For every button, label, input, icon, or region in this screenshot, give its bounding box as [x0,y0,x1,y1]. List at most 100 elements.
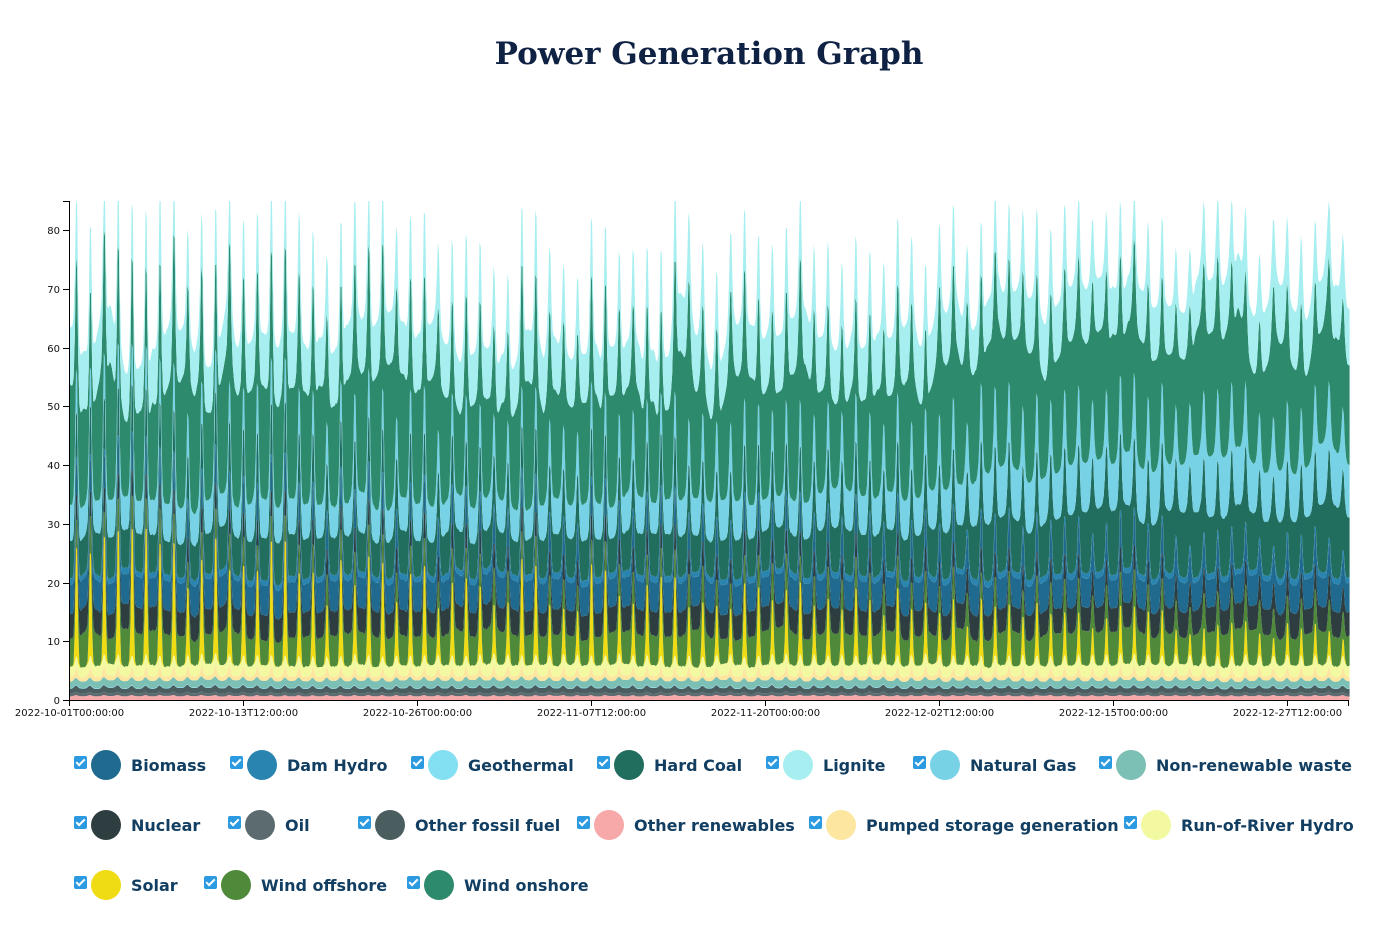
legend-swatch-biomass [91,750,121,780]
legend-swatch-wind-offshore [221,870,251,900]
area-biomass [69,438,1350,620]
legend-swatch-run-of-river-hydro [1141,810,1171,840]
legend-checkbox-non-renewable-waste[interactable] [1099,755,1112,769]
area-other-renewables [69,694,1350,700]
axes: 0 10 20 30 40 50 60 70 80 2022-10-01T00:00:00 2022… [15,201,1349,719]
x-tick-label: 2022-12-02T12:00:00 [885,708,994,719]
area-run-of-river-hydro [69,653,1350,679]
legend-label: Oil [285,815,310,835]
legend-item-other-renewables[interactable]: Other renewables [577,808,795,842]
area-non-renewable-waste [69,676,1350,689]
area-nuclear [69,470,1350,644]
x-tick-label: 2022-12-27T12:00:00 [1233,708,1342,719]
legend-checkbox-hard-coal[interactable] [597,755,610,769]
legend-item-lignite[interactable]: Lignite [766,748,886,782]
y-tick-label: 0 [54,696,60,707]
legend-label: Other fossil fuel [415,815,561,835]
legend-swatch-non-renewable-waste [1116,750,1146,780]
legend-label: Biomass [131,755,207,775]
legend-swatch-nuclear [91,810,121,840]
legend-item-geothermal[interactable]: Geothermal [411,748,574,782]
x-tick-label: 2022-11-20T00:00:00 [711,708,820,719]
area-dam-hydro [69,430,1350,592]
legend-swatch-solar [91,870,121,900]
y-tick-label: 60 [47,344,60,355]
legend-label: Solar [131,875,178,895]
y-tick-label: 20 [47,579,60,590]
area-lignite [69,201,1350,423]
area-pumped-storage-generation [69,665,1350,683]
y-tick-label: 50 [47,402,60,413]
legend-item-hard-coal[interactable]: Hard Coal [597,748,742,782]
legend-label: Pumped storage generation [866,815,1119,835]
legend-label: Wind offshore [261,875,388,895]
y-tick-label: 40 [47,461,60,472]
legend-label: Wind onshore [464,875,589,895]
legend-checkbox-dam-hydro[interactable] [230,755,243,769]
legend-checkbox-other-renewables[interactable] [577,815,590,829]
legend-label: Lignite [823,755,886,775]
area-hard-coal [69,384,1350,586]
y-tick-label: 10 [47,637,60,648]
area-oil [69,691,1350,697]
legend-item-pumped-storage-generation[interactable]: Pumped storage generation [809,808,1119,842]
chart-title: Power Generation Graph [494,36,924,72]
area-other-fossil-fuel [69,684,1350,695]
legend-swatch-pumped-storage-generation [826,810,856,840]
stacked-areas [69,201,1350,700]
x-tick-label: 2022-11-07T12:00:00 [537,708,646,719]
legend-swatch-hard-coal [614,750,644,780]
y-tick-label: 70 [47,285,60,296]
legend-label: Dam Hydro [287,755,388,775]
x-tick-label: 2022-10-26T00:00:00 [363,708,472,719]
legend-swatch-lignite [783,750,813,780]
legend-swatch-dam-hydro [247,750,277,780]
legend-label: Natural Gas [970,755,1077,775]
legend-item-wind-offshore[interactable]: Wind offshore [204,868,387,902]
legend-checkbox-run-of-river-hydro[interactable] [1124,815,1137,829]
legend-label: Non-renewable waste [1156,755,1352,775]
legend-swatch-other-fossil-fuel [375,810,405,840]
legend-item-nuclear[interactable]: Nuclear [74,808,200,842]
legend-item-natural-gas[interactable]: Natural Gas [913,748,1076,782]
legend-checkbox-nuclear[interactable] [74,815,87,829]
x-tick-label: 2022-12-15T00:00:00 [1059,708,1168,719]
legend-checkbox-pumped-storage-generation[interactable] [809,815,822,829]
legend-item-other-fossil-fuel[interactable]: Other fossil fuel [358,808,560,842]
legend-item-run-of-river-hydro[interactable]: Run-of-River Hydro [1124,808,1354,842]
legend-item-wind-onshore[interactable]: Wind onshore [407,868,589,902]
area-wind-onshore [69,229,1350,515]
legend-checkbox-natural-gas[interactable] [913,755,926,769]
legend-swatch-other-renewables [594,810,624,840]
area-natural-gas [69,343,1350,547]
legend-swatch-geothermal [428,750,458,780]
legend-checkbox-geothermal[interactable] [411,755,424,769]
legend-checkbox-lignite[interactable] [766,755,779,769]
legend-item-solar[interactable]: Solar [74,868,178,902]
legend-label: Hard Coal [654,755,743,775]
legend-item-oil[interactable]: Oil [228,808,310,842]
legend-item-non-renewable-waste[interactable]: Non-renewable waste [1099,748,1352,782]
x-tick-label: 2022-10-13T12:00:00 [189,708,298,719]
legend-swatch-oil [245,810,275,840]
legend-checkbox-oil[interactable] [228,815,241,829]
legend-label: Nuclear [131,815,201,835]
legend-label: Geothermal [468,755,574,775]
y-tick-label: 30 [47,520,60,531]
area-geothermal [69,684,1350,690]
legend-swatch-natural-gas [930,750,960,780]
legend-checkbox-wind-onshore[interactable] [407,875,420,889]
y-tick-label: 80 [47,226,60,237]
area-wind-offshore [69,495,1350,669]
legend-checkbox-biomass[interactable] [74,755,87,769]
legend-label: Run-of-River Hydro [1181,815,1354,835]
legend-checkbox-other-fossil-fuel[interactable] [358,815,371,829]
legend-checkbox-wind-offshore[interactable] [204,875,217,889]
legend-label: Other renewables [634,815,795,835]
legend-checkbox-solar[interactable] [74,875,87,889]
x-tick-label: 2022-10-01T00:00:00 [15,708,124,719]
legend-item-biomass[interactable]: Biomass [74,748,206,782]
legend-item-dam-hydro[interactable]: Dam Hydro [230,748,387,782]
